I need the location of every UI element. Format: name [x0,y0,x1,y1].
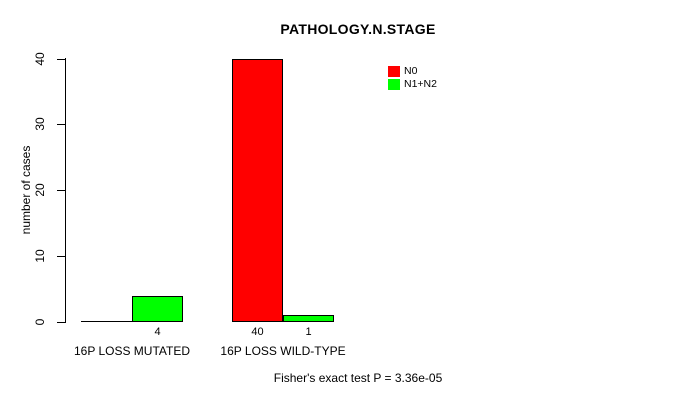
legend-swatch [388,78,400,90]
legend-swatch [388,65,400,77]
category-label: 16P LOSS MUTATED [73,344,191,358]
y-axis-label: number of cases [19,145,33,235]
y-tick-label: 0 [33,318,47,326]
y-tick-label: 30 [33,117,47,131]
y-tick-mark [57,124,66,125]
bar [232,59,283,322]
y-tick-mark [57,256,66,257]
chart-title: PATHOLOGY.N.STAGE [280,21,436,37]
legend-item: N1+N2 [388,78,437,90]
bar-value-label: 40 [251,326,264,338]
legend-label: N1+N2 [404,78,437,90]
legend-item: N0 [388,65,437,77]
annotation-text: Fisher's exact test P = 3.36e-05 [273,371,443,385]
bar-value-label: 4 [154,326,161,338]
y-tick-mark [57,190,66,191]
y-tick-mark [57,322,66,323]
legend-label: N0 [404,65,418,77]
y-tick-mark [57,59,66,60]
y-tick-label: 40 [33,52,47,66]
bar [283,315,334,322]
y-tick-label: 10 [33,249,47,263]
bar [81,321,132,322]
bar [132,296,183,322]
legend: N0 N1+N2 [388,65,437,91]
category-label: 16P LOSS WILD-TYPE [220,344,346,358]
y-tick-label: 20 [33,183,47,197]
bar-value-label: 1 [305,326,312,338]
